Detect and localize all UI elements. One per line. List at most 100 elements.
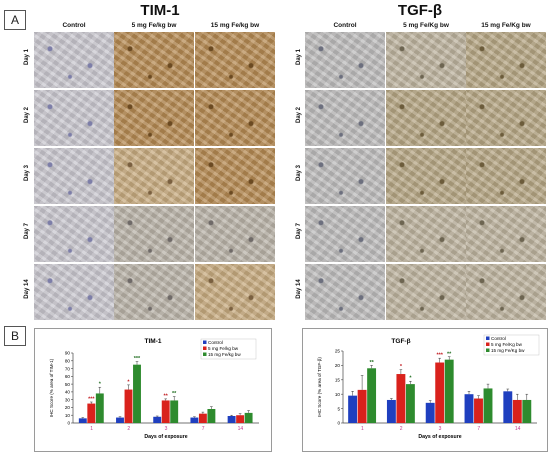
legend-label: 5 mg Fe/kg bw — [208, 346, 239, 351]
tgfb-micrograph-day1-col0 — [305, 90, 385, 146]
tgfb-micrograph-day1-col1 — [386, 90, 466, 146]
y-tick-label: 10 — [335, 392, 341, 397]
significance-mark: ** — [369, 360, 374, 366]
x-tick-label: 1 — [90, 426, 93, 432]
significance-mark: ** — [172, 391, 177, 397]
bar-Control-7 — [190, 417, 199, 423]
tgfb-col-control: Control — [333, 22, 357, 29]
legend-swatch — [486, 342, 490, 346]
tim1-col-control: Control — [62, 22, 86, 29]
tim1-micrograph-day2-col2 — [195, 148, 275, 204]
tim1-micrograph-day4-col2 — [195, 264, 275, 320]
y-tick-label: 50 — [65, 382, 71, 387]
legend-swatch — [203, 340, 207, 344]
tim1-micrograph-day1-col0 — [34, 90, 114, 146]
bar-15 mg Fe/kg bw-2 — [133, 364, 141, 423]
bar-Control-2 — [116, 417, 124, 423]
bar-15 mg Fe/kg bw-1 — [95, 393, 104, 423]
bar-Control-7 — [464, 394, 474, 423]
legend-box — [200, 338, 257, 360]
bar-5 mg Fe/kg bw-3 — [161, 400, 170, 423]
tgfb-micrograph-day2-col0 — [305, 148, 385, 204]
bar-5 mg Fe/kg bw-7 — [198, 413, 207, 423]
bar-Control-3 — [425, 402, 435, 423]
legend-label: Control — [208, 340, 223, 345]
bar-5 mg Fe/kg bw-14 — [236, 415, 245, 423]
bar-Control-14 — [503, 391, 513, 423]
bar-5 mg Fe/Kg bw-3 — [435, 362, 445, 423]
bar-5 mg Fe/Kg bw-14 — [512, 399, 522, 423]
x-tick-label: 7 — [477, 426, 480, 432]
tim1-row-day7: Day 7 — [24, 223, 30, 240]
y-tick-label: 30 — [65, 397, 71, 402]
tgfb-micrograph-day0-col2 — [466, 32, 546, 88]
legend-swatch — [486, 336, 490, 340]
bar-15 mg Fe/Kg bw-3 — [444, 359, 454, 423]
legend-label: 15 mg Fe/kg bw — [208, 352, 241, 357]
significance-mark: * — [127, 379, 130, 385]
legend-label: Control — [491, 336, 506, 341]
bar-Control-1 — [348, 395, 358, 423]
panel-b-label: B — [4, 326, 26, 346]
significance-mark: *** — [88, 397, 95, 403]
tim1-micrograph-day1-col2 — [195, 90, 275, 146]
tgfb-micrograph-day2-col2 — [466, 148, 546, 204]
y-tick-label: 0 — [337, 421, 340, 426]
bar-15 mg Fe/Kg bw-14 — [522, 399, 532, 423]
bar-15 mg Fe/Kg bw-1 — [367, 368, 377, 423]
tim1-micrograph-day3-col1 — [114, 206, 194, 262]
bar-Control-14 — [227, 416, 236, 423]
tgfb-row-day1: Day 1 — [296, 49, 302, 66]
bar-5 mg Fe/Kg bw-1 — [357, 389, 367, 423]
y-tick-label: 5 — [337, 406, 340, 411]
tim1-micrograph-day3-col2 — [195, 206, 275, 262]
bar-15 mg Fe/kg bw-3 — [170, 400, 179, 423]
y-tick-label: 60 — [65, 374, 71, 379]
legend-swatch — [203, 346, 207, 350]
legend-swatch — [203, 352, 207, 356]
bar-5 mg Fe/kg bw-2 — [124, 389, 133, 423]
y-axis-label: IHC Score (% area of TGF-β) — [317, 357, 322, 417]
tgfb-micrograph-day1-col2 — [466, 90, 546, 146]
chart-title: TIM-1 — [145, 338, 162, 345]
legend-swatch — [486, 348, 490, 352]
x-tick-label: 2 — [400, 426, 403, 432]
x-tick-label: 3 — [165, 426, 168, 432]
tgfb-micrograph-day0-col0 — [305, 32, 385, 88]
x-axis-label: Days of exposure — [418, 434, 461, 440]
tgfb-row-day2: Day 2 — [296, 107, 302, 124]
y-tick-label: 25 — [335, 349, 341, 354]
chart-title: TGF-β — [391, 338, 410, 345]
tgfb-micrograph-day3-col0 — [305, 206, 385, 262]
y-tick-label: 10 — [65, 413, 71, 418]
bar-Control-3 — [153, 416, 162, 423]
bar-5 mg Fe/kg bw-1 — [87, 403, 96, 423]
tgfb-micrograph-day3-col1 — [386, 206, 466, 262]
significance-mark: *** — [436, 353, 443, 359]
x-tick-label: 3 — [439, 426, 442, 432]
y-tick-label: 90 — [65, 351, 71, 356]
bar-15 mg Fe/Kg bw-7 — [483, 388, 493, 423]
bar-5 mg Fe/Kg bw-2 — [396, 374, 406, 423]
legend-box — [483, 334, 540, 356]
tgfb-title: TGF-β — [397, 2, 443, 19]
x-tick-label: 14 — [238, 426, 244, 432]
tgfb-micrograph-day4-col2 — [466, 264, 546, 320]
bar-Control-1 — [78, 418, 87, 423]
tgfb-row-day14: Day 14 — [296, 279, 302, 299]
bar-15 mg Fe/Kg bw-2 — [405, 384, 415, 423]
x-axis-label: Days of exposure — [144, 434, 187, 440]
y-tick-label: 20 — [335, 363, 341, 368]
y-tick-label: 15 — [335, 378, 341, 383]
y-tick-label: 70 — [65, 366, 71, 371]
tim1-micrograph-day0-col2 — [195, 32, 275, 88]
significance-mark: * — [99, 382, 102, 388]
tgfb-micrograph-day0-col1 — [386, 32, 466, 88]
bar-15 mg Fe/kg bw-14 — [244, 412, 253, 423]
y-tick-label: 20 — [65, 405, 71, 410]
tgfb-micrograph-day4-col0 — [305, 264, 385, 320]
legend-label: 15 mg Fe/Kg bw — [491, 348, 525, 353]
tim1-chart-frame: TIM-1 0 10 20 30 40 50 60 70 80 90 IHC Score (% are… — [34, 328, 272, 452]
tgfb-micrograph-day3-col2 — [466, 206, 546, 262]
tim1-micrograph-day2-col1 — [114, 148, 194, 204]
